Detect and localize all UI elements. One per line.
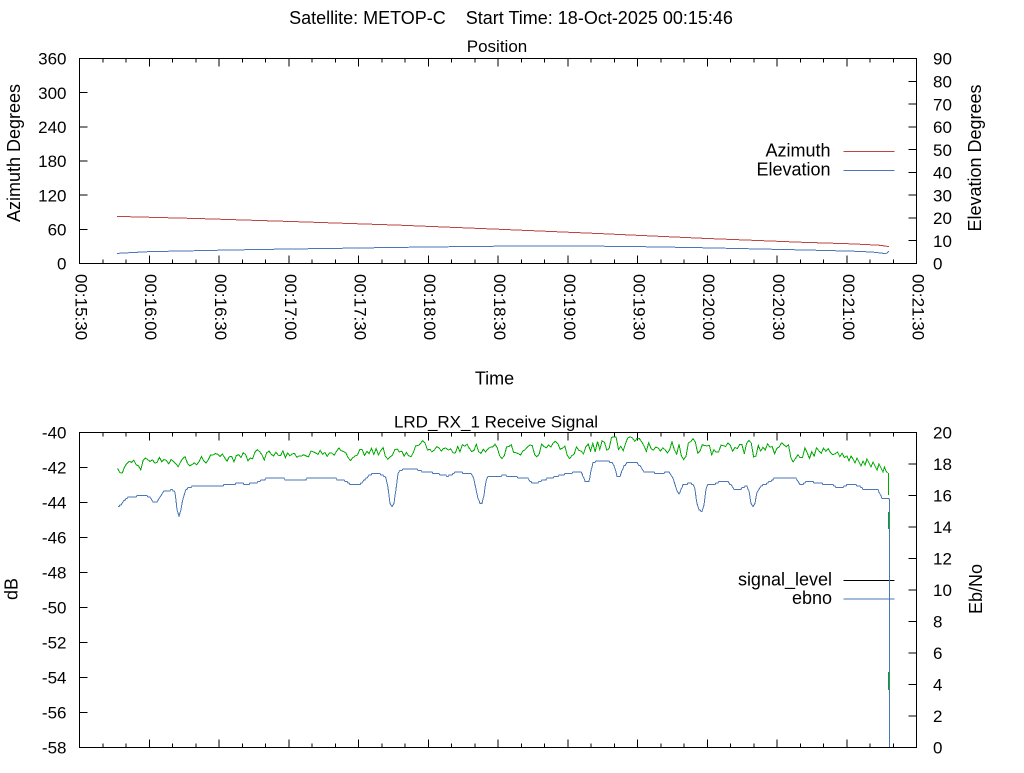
svg-text:0: 0 — [933, 255, 942, 274]
svg-text:-48: -48 — [42, 564, 67, 583]
svg-text:20: 20 — [933, 424, 952, 443]
svg-text:180: 180 — [38, 152, 66, 171]
svg-text:00:21:00: 00:21:00 — [839, 274, 858, 340]
svg-text:60: 60 — [933, 118, 952, 137]
svg-text:-52: -52 — [42, 634, 67, 653]
svg-text:14: 14 — [933, 518, 952, 537]
svg-text:0: 0 — [933, 739, 942, 758]
svg-text:360: 360 — [38, 50, 66, 69]
svg-text:6: 6 — [933, 644, 942, 663]
svg-text:90: 90 — [933, 50, 952, 69]
svg-text:ebno: ebno — [792, 588, 832, 608]
svg-text:00:20:30: 00:20:30 — [769, 274, 788, 340]
svg-text:Position: Position — [467, 37, 527, 56]
svg-text:-46: -46 — [42, 529, 67, 548]
svg-text:300: 300 — [38, 84, 66, 103]
svg-text:00:16:30: 00:16:30 — [211, 274, 230, 340]
svg-text:8: 8 — [933, 613, 942, 632]
svg-text:00:16:00: 00:16:00 — [141, 274, 160, 340]
svg-text:Elevation: Elevation — [756, 159, 830, 179]
svg-text:70: 70 — [933, 95, 952, 114]
svg-text:10: 10 — [933, 581, 952, 600]
svg-text:signal_level: signal_level — [738, 570, 832, 591]
svg-text:Time: Time — [475, 369, 514, 389]
svg-text:Azimuth: Azimuth — [765, 140, 830, 160]
svg-text:0: 0 — [57, 255, 66, 274]
svg-text:80: 80 — [933, 72, 952, 91]
svg-text:-42: -42 — [42, 459, 67, 478]
svg-text:Elevation Degrees: Elevation Degrees — [965, 84, 985, 231]
svg-text:Satellite: METOP-C Start Ti: Satellite: METOP-C Start Time: 18-Oct-20… — [289, 8, 733, 28]
svg-text:20: 20 — [933, 209, 952, 228]
svg-text:4: 4 — [933, 676, 942, 695]
svg-text:00:18:00: 00:18:00 — [420, 274, 439, 340]
svg-text:240: 240 — [38, 118, 66, 137]
svg-text:00:17:30: 00:17:30 — [351, 274, 370, 340]
svg-text:LRD_RX_1 Receive Signal: LRD_RX_1 Receive Signal — [394, 412, 598, 431]
svg-text:50: 50 — [933, 141, 952, 160]
svg-text:10: 10 — [933, 232, 952, 251]
svg-text:-50: -50 — [42, 599, 67, 618]
svg-text:60: 60 — [48, 221, 67, 240]
svg-text:00:18:30: 00:18:30 — [490, 274, 509, 340]
svg-text:-58: -58 — [42, 739, 67, 758]
svg-text:16: 16 — [933, 487, 952, 506]
svg-text:-54: -54 — [42, 669, 67, 688]
svg-text:40: 40 — [933, 164, 952, 183]
svg-text:120: 120 — [38, 186, 66, 205]
svg-text:30: 30 — [933, 186, 952, 205]
svg-text:12: 12 — [933, 550, 952, 569]
svg-text:-56: -56 — [42, 704, 67, 723]
svg-text:00:17:00: 00:17:00 — [281, 274, 300, 340]
svg-text:00:20:00: 00:20:00 — [699, 274, 718, 340]
svg-text:18: 18 — [933, 455, 952, 474]
svg-text:00:19:00: 00:19:00 — [560, 274, 579, 340]
svg-text:-40: -40 — [42, 424, 67, 443]
svg-text:2: 2 — [933, 707, 942, 726]
svg-text:00:15:30: 00:15:30 — [72, 274, 91, 340]
svg-text:Eb/No: Eb/No — [966, 564, 986, 614]
svg-text:dB: dB — [2, 578, 22, 600]
svg-text:00:19:30: 00:19:30 — [630, 274, 649, 340]
svg-text:00:21:30: 00:21:30 — [909, 274, 928, 340]
svg-text:-44: -44 — [42, 494, 67, 513]
svg-text:Azimuth Degrees: Azimuth Degrees — [4, 84, 24, 222]
